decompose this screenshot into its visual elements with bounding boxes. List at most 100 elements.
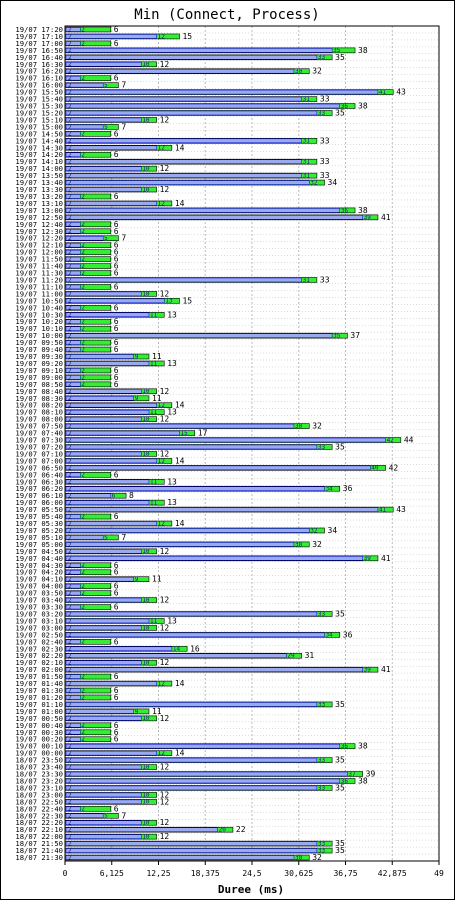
bar-inner-label: 2 (68, 625, 72, 632)
bar-value-label: 6 (114, 603, 119, 612)
bar-inner-segment (65, 750, 157, 756)
bar-value-label: 6 (114, 345, 119, 354)
bar-inner-label: 2 (68, 326, 72, 333)
y-tick-label: 19/07 06:20 (15, 484, 63, 493)
bar-inner-label: 2 (68, 680, 72, 687)
bar-value-label: 32 (312, 540, 322, 549)
bar-inner-segment (65, 430, 180, 436)
bar-inner-label: 2 (68, 590, 72, 597)
bar-value-label: 15 (182, 296, 192, 305)
bar-inner-value-label: 10 (142, 625, 150, 632)
chart-title: Min (Connect, Process) (134, 7, 319, 23)
bar-inner-label: 2 (68, 346, 72, 353)
y-tick-label: 19/07 00:00 (15, 749, 63, 758)
bar-inner-segment (65, 549, 142, 554)
bar-inner-value-label: 31 (303, 277, 311, 284)
bar-inner-label: 2 (68, 131, 72, 138)
bar-inner-segment (65, 89, 379, 95)
bar-value-label: 14 (175, 143, 185, 152)
bar-inner-label: 2 (68, 33, 72, 40)
bar-value-label: 12 (160, 547, 170, 556)
y-tick-label: 18/07 23:10 (15, 783, 63, 792)
y-tick-label: 19/07 09:40 (15, 345, 63, 354)
bar-inner-value-label: 9 (135, 708, 139, 715)
bar-inner-segment (65, 368, 81, 373)
bar-inner-value-label: 11 (150, 312, 158, 319)
bar-value-label: 33 (320, 95, 330, 104)
bar-inner-segment (65, 855, 295, 860)
bar-inner-segment (65, 778, 341, 784)
bar-value-label: 6 (114, 338, 119, 347)
bar-inner-label: 2 (68, 186, 72, 193)
bar-inner-label: 2 (68, 632, 72, 639)
y-tick-label: 19/07 05:30 (15, 519, 63, 528)
bar-inner-segment (65, 117, 142, 123)
bar-inner-label: 2 (68, 618, 72, 625)
y-tick-label: 19/07 06:30 (15, 477, 63, 486)
bar-inner-segment (65, 723, 81, 728)
y-tick-label: 19/07 11:50 (15, 255, 63, 264)
y-tick-label: 19/07 15:30 (15, 102, 63, 111)
bar-inner-label: 2 (68, 395, 72, 402)
bar-inner-label: 2 (68, 416, 72, 423)
y-tick-label: 19/07 09:10 (15, 366, 63, 375)
bar-inner-value-label: 36 (341, 103, 349, 110)
bar-inner-label: 2 (68, 214, 72, 221)
bar-inner-value-label: 2 (81, 472, 85, 479)
bar-inner-value-label: 20 (219, 827, 227, 834)
y-tick-label: 19/07 07:30 (15, 436, 63, 445)
y-tick-label: 19/07 00:10 (15, 742, 63, 751)
bar-inner-value-label: 32 (310, 527, 318, 534)
bar-value-label: 38 (358, 742, 368, 751)
bar-inner-segment (65, 757, 318, 763)
y-tick-label: 19/07 07:50 (15, 422, 63, 431)
y-tick-label: 19/07 09:20 (15, 359, 63, 368)
bar-value-label: 6 (114, 728, 119, 737)
bar-inner-segment (65, 632, 325, 638)
bar-inner-segment (65, 27, 81, 32)
bar-inner-segment (65, 305, 81, 311)
bar-inner-segment (65, 674, 81, 679)
bar-inner-label: 2 (68, 583, 72, 590)
bar-inner-value-label: 10 (142, 166, 150, 173)
bar-inner-value-label: 35 (333, 47, 341, 54)
bar-value-label: 6 (114, 672, 119, 681)
bar-inner-label: 2 (68, 708, 72, 715)
y-tick-label: 18/07 22:50 (15, 797, 63, 806)
bar-value-label: 35 (335, 108, 345, 117)
bar-inner-label: 2 (68, 694, 72, 701)
bar-inner-label: 2 (68, 200, 72, 207)
bar-value-label: 16 (190, 644, 200, 653)
y-tick-label: 19/07 11:20 (15, 275, 63, 284)
y-tick-label: 19/07 16:20 (15, 67, 63, 76)
bar-inner-segment (65, 646, 173, 652)
bar-value-label: 14 (175, 519, 185, 528)
y-tick-label: 18/07 23:40 (15, 763, 63, 772)
bar-inner-value-label: 2 (81, 687, 85, 694)
bar-value-label: 38 (358, 776, 368, 785)
bar-inner-segment (65, 451, 142, 457)
bar-inner-segment (65, 458, 157, 464)
bar-inner-label: 2 (68, 840, 72, 847)
bar-inner-segment (65, 416, 142, 422)
x-tick-label: 42,875 (378, 869, 407, 878)
bar-inner-segment (65, 535, 104, 540)
y-tick-label: 19/07 10:10 (15, 324, 63, 333)
bar-inner-value-label: 10 (142, 764, 150, 771)
y-tick-label: 19/07 14:30 (15, 143, 63, 152)
bar-inner-label: 2 (68, 534, 72, 541)
bar-value-label: 6 (114, 366, 119, 375)
bar-inner-segment (65, 82, 104, 88)
bar-value-label: 14 (175, 679, 185, 688)
x-tick-label: 18,375 (191, 869, 220, 878)
bar-value-label: 13 (167, 477, 177, 486)
bar-value-label: 12 (160, 115, 170, 124)
bar-inner-segment (65, 507, 379, 512)
bar-inner-label: 2 (68, 771, 72, 778)
bar-inner-label: 2 (68, 660, 72, 667)
y-tick-label: 19/07 10:50 (15, 296, 63, 305)
bar-value-label: 35 (335, 756, 345, 765)
bar-value-label: 7 (121, 811, 126, 820)
bar-value-label: 7 (121, 122, 126, 131)
y-tick-label: 19/07 02:10 (15, 658, 63, 667)
